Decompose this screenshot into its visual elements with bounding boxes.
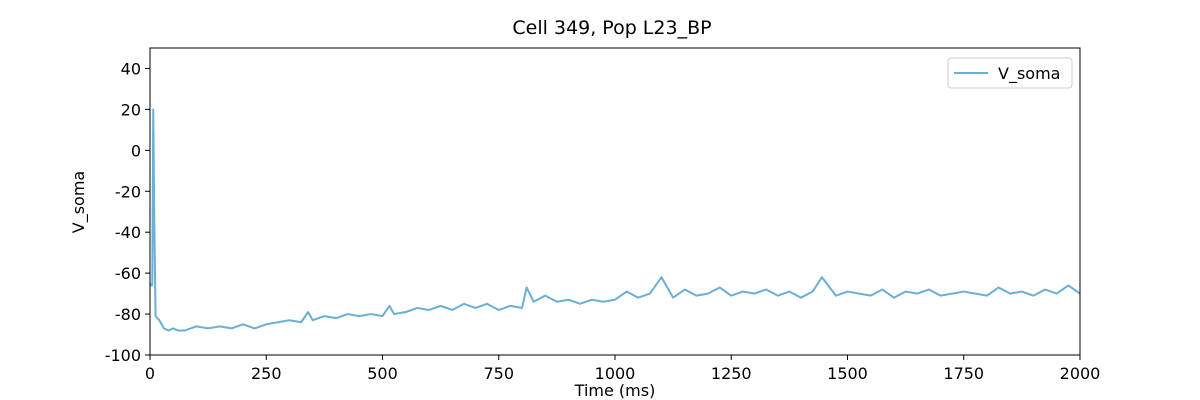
y-tick-label: 20	[121, 100, 141, 119]
y-tick-label: 40	[121, 59, 141, 78]
legend-box	[947, 57, 1073, 89]
x-tick-label: 1000	[595, 364, 636, 383]
chart-title: Cell 349, Pop L23_BP	[512, 17, 711, 39]
y-tick-label: 0	[131, 141, 141, 160]
y-tick-label: -100	[105, 346, 141, 365]
x-tick-label: 0	[145, 364, 155, 383]
x-tick-label: 750	[483, 364, 514, 383]
y-tick-label: -20	[115, 182, 141, 201]
x-axis-label: Time (ms)	[574, 381, 656, 400]
x-tick-label: 2000	[1060, 364, 1101, 383]
x-tick-label: 1750	[943, 364, 984, 383]
y-axis-label: V_soma	[69, 171, 89, 233]
x-tick-label: 1250	[711, 364, 752, 383]
legend-label: V_soma	[998, 64, 1060, 84]
x-tick-label: 500	[367, 364, 398, 383]
y-tick-label: -40	[115, 223, 141, 242]
x-tick-label: 1500	[827, 364, 868, 383]
plot-frame	[149, 47, 1081, 356]
y-tick-label: -80	[115, 305, 141, 324]
data-line	[149, 108, 1081, 332]
x-tick-label: 250	[251, 364, 282, 383]
y-tick-label: -60	[115, 264, 141, 283]
